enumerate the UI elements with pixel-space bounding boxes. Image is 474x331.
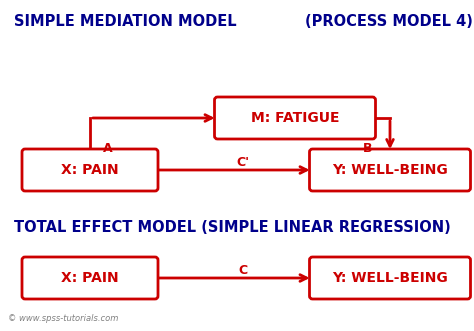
Text: Y: WELL-BEING: Y: WELL-BEING [332, 271, 448, 285]
FancyBboxPatch shape [215, 97, 375, 139]
Text: C': C' [237, 156, 250, 168]
Text: C: C [238, 263, 247, 276]
Text: Y: WELL-BEING: Y: WELL-BEING [332, 163, 448, 177]
Text: SIMPLE MEDIATION MODEL: SIMPLE MEDIATION MODEL [14, 14, 237, 29]
Text: (PROCESS MODEL 4): (PROCESS MODEL 4) [305, 14, 473, 29]
Text: M: FATIGUE: M: FATIGUE [251, 111, 339, 125]
Text: TOTAL EFFECT MODEL (SIMPLE LINEAR REGRESSION): TOTAL EFFECT MODEL (SIMPLE LINEAR REGRES… [14, 220, 451, 235]
FancyBboxPatch shape [22, 149, 158, 191]
Text: © www.spss-tutorials.com: © www.spss-tutorials.com [8, 314, 118, 323]
Text: X: PAIN: X: PAIN [61, 163, 119, 177]
Text: X: PAIN: X: PAIN [61, 271, 119, 285]
Text: A: A [103, 141, 113, 155]
FancyBboxPatch shape [22, 257, 158, 299]
Text: B: B [363, 141, 373, 155]
FancyBboxPatch shape [310, 257, 471, 299]
FancyBboxPatch shape [310, 149, 471, 191]
